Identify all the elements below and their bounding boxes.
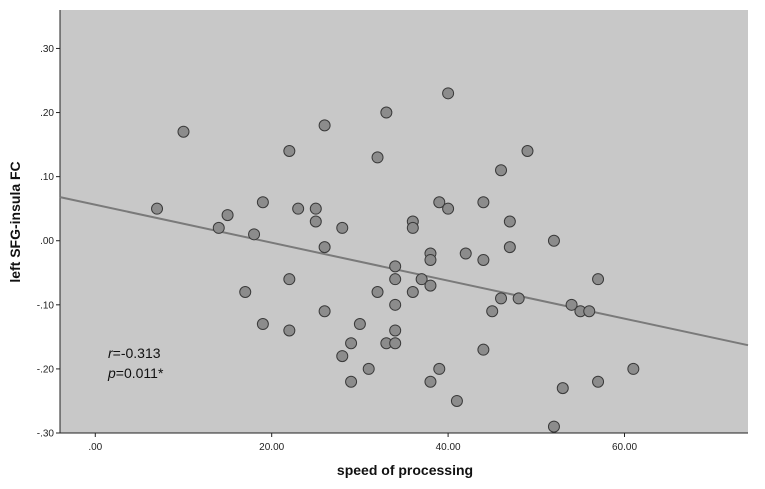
data-point <box>318 241 331 254</box>
data-point <box>151 202 164 215</box>
y-tick-label: .10 <box>40 172 54 183</box>
data-point <box>521 145 534 157</box>
data-point <box>345 337 358 350</box>
data-point <box>565 298 578 311</box>
data-point <box>256 196 269 209</box>
data-point <box>309 202 322 215</box>
point-group <box>151 87 640 433</box>
data-point <box>442 87 455 100</box>
data-point <box>450 394 463 407</box>
data-point <box>424 279 437 292</box>
data-point <box>318 305 331 318</box>
data-point <box>547 420 560 433</box>
data-point <box>318 119 331 132</box>
data-point <box>495 164 508 177</box>
correlation-annotation: r=-0.313 <box>108 345 161 361</box>
data-point <box>503 215 516 228</box>
data-point <box>309 215 322 228</box>
data-point <box>477 343 490 356</box>
data-point <box>362 362 375 375</box>
data-point <box>336 221 349 234</box>
data-point <box>283 145 296 157</box>
data-point <box>477 253 490 266</box>
data-point <box>556 382 569 395</box>
y-tick-label: -.30 <box>37 429 55 440</box>
x-tick-group: .00 20.00 40.00 60.00 <box>88 433 637 453</box>
data-point <box>503 241 516 254</box>
data-point <box>177 125 190 138</box>
y-tick-label: .20 <box>40 108 54 119</box>
data-point <box>547 234 560 247</box>
y-axis-title: left SFG-insula FC <box>7 161 23 282</box>
data-point <box>389 260 402 273</box>
x-tick-label: 40.00 <box>436 442 461 453</box>
x-tick-label: 20.00 <box>259 442 284 453</box>
data-point <box>459 247 472 260</box>
data-point <box>371 151 384 164</box>
data-point <box>433 362 446 375</box>
data-point <box>477 196 490 209</box>
data-point <box>353 318 366 331</box>
data-point <box>389 298 402 311</box>
data-point <box>486 305 499 318</box>
data-point <box>336 350 349 363</box>
data-point <box>283 324 296 337</box>
data-point <box>627 362 640 375</box>
data-point <box>592 375 605 388</box>
data-point <box>592 273 605 286</box>
data-point <box>283 273 296 286</box>
y-tick-label: .30 <box>40 44 54 55</box>
y-tick-group: -.30 -.20 -.10 .00 .10 .20 .30 <box>37 44 60 440</box>
data-point <box>495 292 508 305</box>
y-tick-label: .00 <box>40 236 54 247</box>
data-point <box>583 305 596 318</box>
x-tick-label: 60.00 <box>612 442 637 453</box>
y-tick-label: -.10 <box>37 300 55 311</box>
data-point <box>212 221 225 234</box>
r-value: =-0.313 <box>113 345 161 361</box>
data-point <box>415 273 428 286</box>
r-symbol: r <box>108 345 114 361</box>
p-value: =0.011* <box>116 365 164 381</box>
data-point <box>406 286 419 298</box>
data-point <box>389 273 402 286</box>
data-point <box>512 292 525 305</box>
y-tick-label: -.20 <box>37 364 55 375</box>
data-point <box>389 337 402 350</box>
data-point <box>433 196 446 209</box>
data-point <box>239 286 252 298</box>
data-point <box>292 202 305 215</box>
x-tick-label: .00 <box>88 442 102 453</box>
data-point <box>371 286 384 298</box>
data-point <box>424 253 437 266</box>
p-symbol: p <box>107 365 116 381</box>
data-point <box>256 318 269 331</box>
data-point <box>221 209 234 222</box>
p-value-annotation: p=0.011* <box>107 365 164 381</box>
data-point <box>345 375 358 388</box>
data-point <box>248 228 261 241</box>
data-point <box>442 202 455 215</box>
data-point <box>406 221 419 234</box>
x-axis-title: speed of processing <box>337 462 473 478</box>
data-point <box>424 375 437 388</box>
data-point <box>380 106 393 119</box>
regression-line <box>59 196 749 347</box>
data-point <box>389 324 402 337</box>
